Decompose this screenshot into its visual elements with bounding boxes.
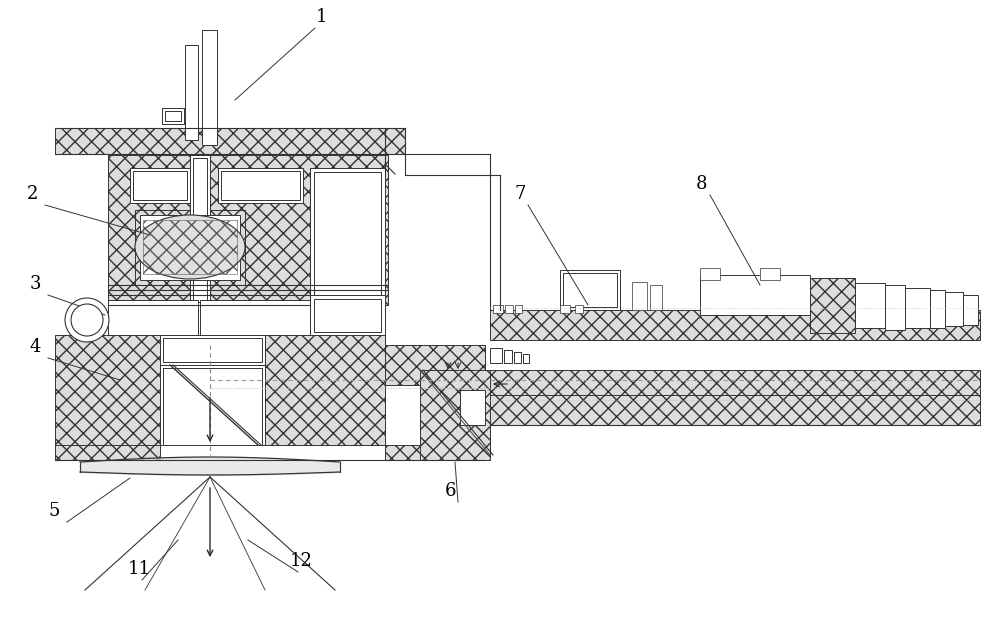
Bar	[160, 365, 265, 450]
Text: 7: 7	[514, 185, 525, 203]
Bar	[560, 305, 570, 313]
Bar	[700, 268, 720, 280]
Ellipse shape	[135, 215, 245, 279]
Bar	[420, 370, 490, 460]
Bar	[385, 345, 485, 385]
Bar	[190, 155, 210, 305]
Bar	[908, 291, 927, 325]
Text: 11: 11	[128, 560, 151, 578]
Bar	[760, 268, 780, 280]
Bar	[490, 395, 980, 425]
Bar	[193, 158, 207, 302]
Bar	[700, 275, 810, 315]
Bar	[563, 273, 617, 307]
Bar	[160, 335, 265, 365]
Text: 1: 1	[316, 8, 328, 26]
Bar	[504, 350, 512, 363]
Bar	[858, 286, 882, 325]
Text: 3: 3	[30, 275, 42, 293]
Text: 6: 6	[445, 482, 456, 500]
Text: 8: 8	[696, 175, 708, 193]
Bar	[112, 304, 194, 330]
Bar	[221, 171, 300, 200]
Bar	[490, 370, 980, 395]
Bar	[218, 168, 303, 203]
Bar	[310, 295, 385, 335]
Circle shape	[65, 298, 109, 342]
Bar	[55, 335, 160, 450]
Bar	[130, 168, 190, 203]
Bar	[160, 445, 385, 460]
Bar	[314, 299, 381, 332]
Bar	[493, 305, 503, 313]
Bar	[108, 300, 198, 335]
Bar	[55, 445, 160, 460]
Bar	[523, 354, 529, 363]
Text: 2: 2	[27, 185, 38, 203]
Bar	[490, 310, 980, 340]
Bar	[560, 270, 620, 310]
Bar	[200, 300, 310, 335]
Bar	[135, 210, 245, 285]
Bar	[810, 278, 855, 333]
Bar	[930, 290, 945, 328]
Bar	[185, 45, 198, 140]
Text: 5: 5	[49, 502, 60, 520]
Bar	[650, 285, 662, 310]
Bar	[140, 215, 240, 280]
Bar	[575, 305, 583, 313]
Bar	[143, 220, 237, 274]
Bar	[165, 111, 181, 121]
Bar	[945, 292, 963, 326]
Bar	[505, 305, 513, 313]
Bar	[310, 168, 385, 303]
Bar	[494, 352, 502, 360]
Bar	[265, 335, 385, 450]
Bar	[514, 352, 521, 363]
Bar	[162, 108, 184, 124]
Bar	[515, 305, 522, 313]
Bar	[963, 295, 978, 325]
Bar	[885, 285, 905, 330]
Bar	[632, 282, 647, 310]
Bar	[108, 155, 388, 305]
Bar	[855, 283, 885, 328]
Bar	[888, 288, 902, 327]
Bar	[905, 288, 930, 328]
Text: 4: 4	[30, 338, 41, 356]
Bar	[133, 171, 187, 200]
Bar	[163, 338, 262, 362]
Bar	[314, 172, 381, 300]
Bar	[385, 445, 485, 460]
Bar	[55, 128, 405, 154]
Bar	[948, 295, 960, 323]
Bar	[460, 390, 485, 425]
Bar	[163, 368, 262, 447]
Bar	[703, 278, 807, 312]
Text: 12: 12	[290, 552, 313, 570]
Bar	[202, 30, 217, 145]
Circle shape	[71, 304, 103, 336]
Bar	[490, 348, 502, 363]
